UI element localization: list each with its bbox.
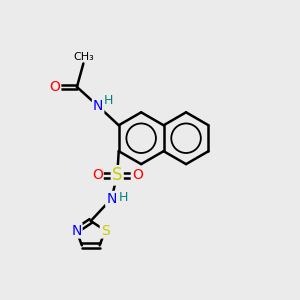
Text: S: S: [101, 224, 110, 238]
Text: N: N: [106, 192, 117, 206]
Text: N: N: [71, 224, 82, 238]
Text: H: H: [104, 94, 113, 107]
Text: O: O: [92, 168, 103, 182]
Text: S: S: [112, 166, 122, 184]
Text: CH₃: CH₃: [73, 52, 94, 62]
Text: N: N: [93, 99, 103, 113]
Text: H: H: [119, 191, 128, 204]
Text: O: O: [132, 168, 143, 182]
Text: O: O: [50, 80, 60, 94]
